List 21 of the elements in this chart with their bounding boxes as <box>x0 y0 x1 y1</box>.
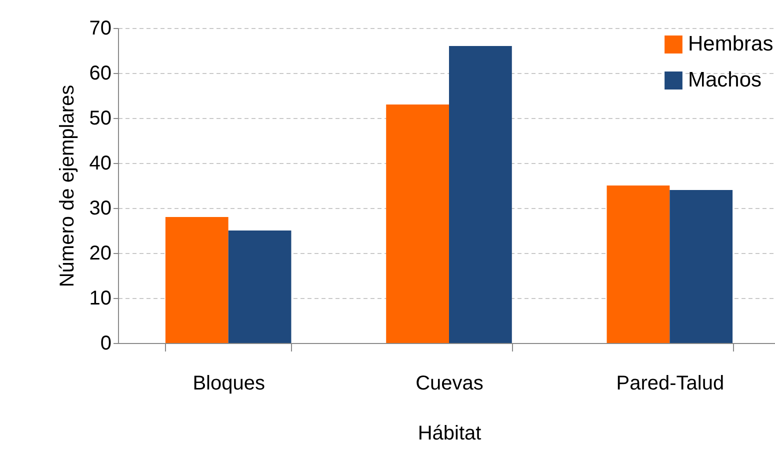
y-tick-label: 20 <box>89 242 112 264</box>
y-tick-label: 30 <box>89 198 112 220</box>
bar <box>386 104 449 343</box>
bar <box>228 230 292 343</box>
y-tick-label: 60 <box>89 62 112 84</box>
y-tick-label: 40 <box>89 152 112 174</box>
bar <box>670 190 733 343</box>
y-tick-label: 50 <box>89 108 112 130</box>
x-axis-title: Hábitat <box>418 422 482 444</box>
y-tick-label: 0 <box>100 332 112 354</box>
y-tick-label: 10 <box>89 288 112 310</box>
x-tick-label: Bloques <box>192 372 265 394</box>
bar <box>165 217 228 343</box>
x-tick-label: Cuevas <box>416 372 484 394</box>
y-axis-title: Número de ejemplares <box>56 84 78 288</box>
legend-label: Hembras <box>688 32 774 56</box>
legend-label: Machos <box>688 68 762 92</box>
bar <box>449 46 512 343</box>
x-tick-label: Pared-Talud <box>616 372 724 394</box>
y-tick-label: 70 <box>89 18 112 40</box>
bar <box>606 186 670 343</box>
